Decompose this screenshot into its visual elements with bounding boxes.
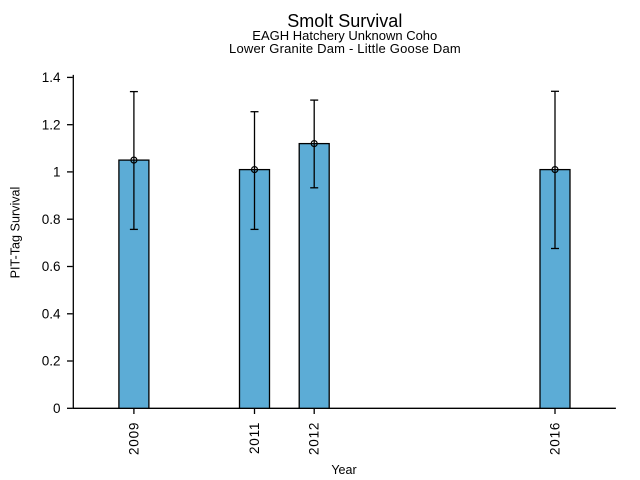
svg-text:0.4: 0.4 [42, 306, 61, 321]
svg-text:Year: Year [331, 463, 356, 477]
svg-text:1: 1 [53, 165, 61, 180]
svg-text:Smolt Survival: Smolt Survival [287, 11, 402, 31]
svg-text:Lower Granite Dam - Little Goo: Lower Granite Dam - Little Goose Dam [229, 41, 461, 56]
svg-text:2016: 2016 [548, 422, 563, 455]
svg-text:0.8: 0.8 [42, 212, 61, 227]
svg-text:0.2: 0.2 [42, 354, 61, 369]
svg-text:PIT-Tag Survival: PIT-Tag Survival [9, 187, 23, 279]
svg-text:1.4: 1.4 [42, 70, 61, 85]
svg-text:2012: 2012 [307, 422, 322, 455]
svg-text:2009: 2009 [126, 422, 141, 455]
svg-text:2011: 2011 [247, 422, 262, 454]
svg-text:0: 0 [53, 401, 61, 416]
svg-text:1.2: 1.2 [42, 117, 61, 132]
svg-text:EAGH Hatchery Unknown Coho: EAGH Hatchery Unknown Coho [252, 28, 437, 43]
svg-text:0.6: 0.6 [42, 259, 61, 274]
